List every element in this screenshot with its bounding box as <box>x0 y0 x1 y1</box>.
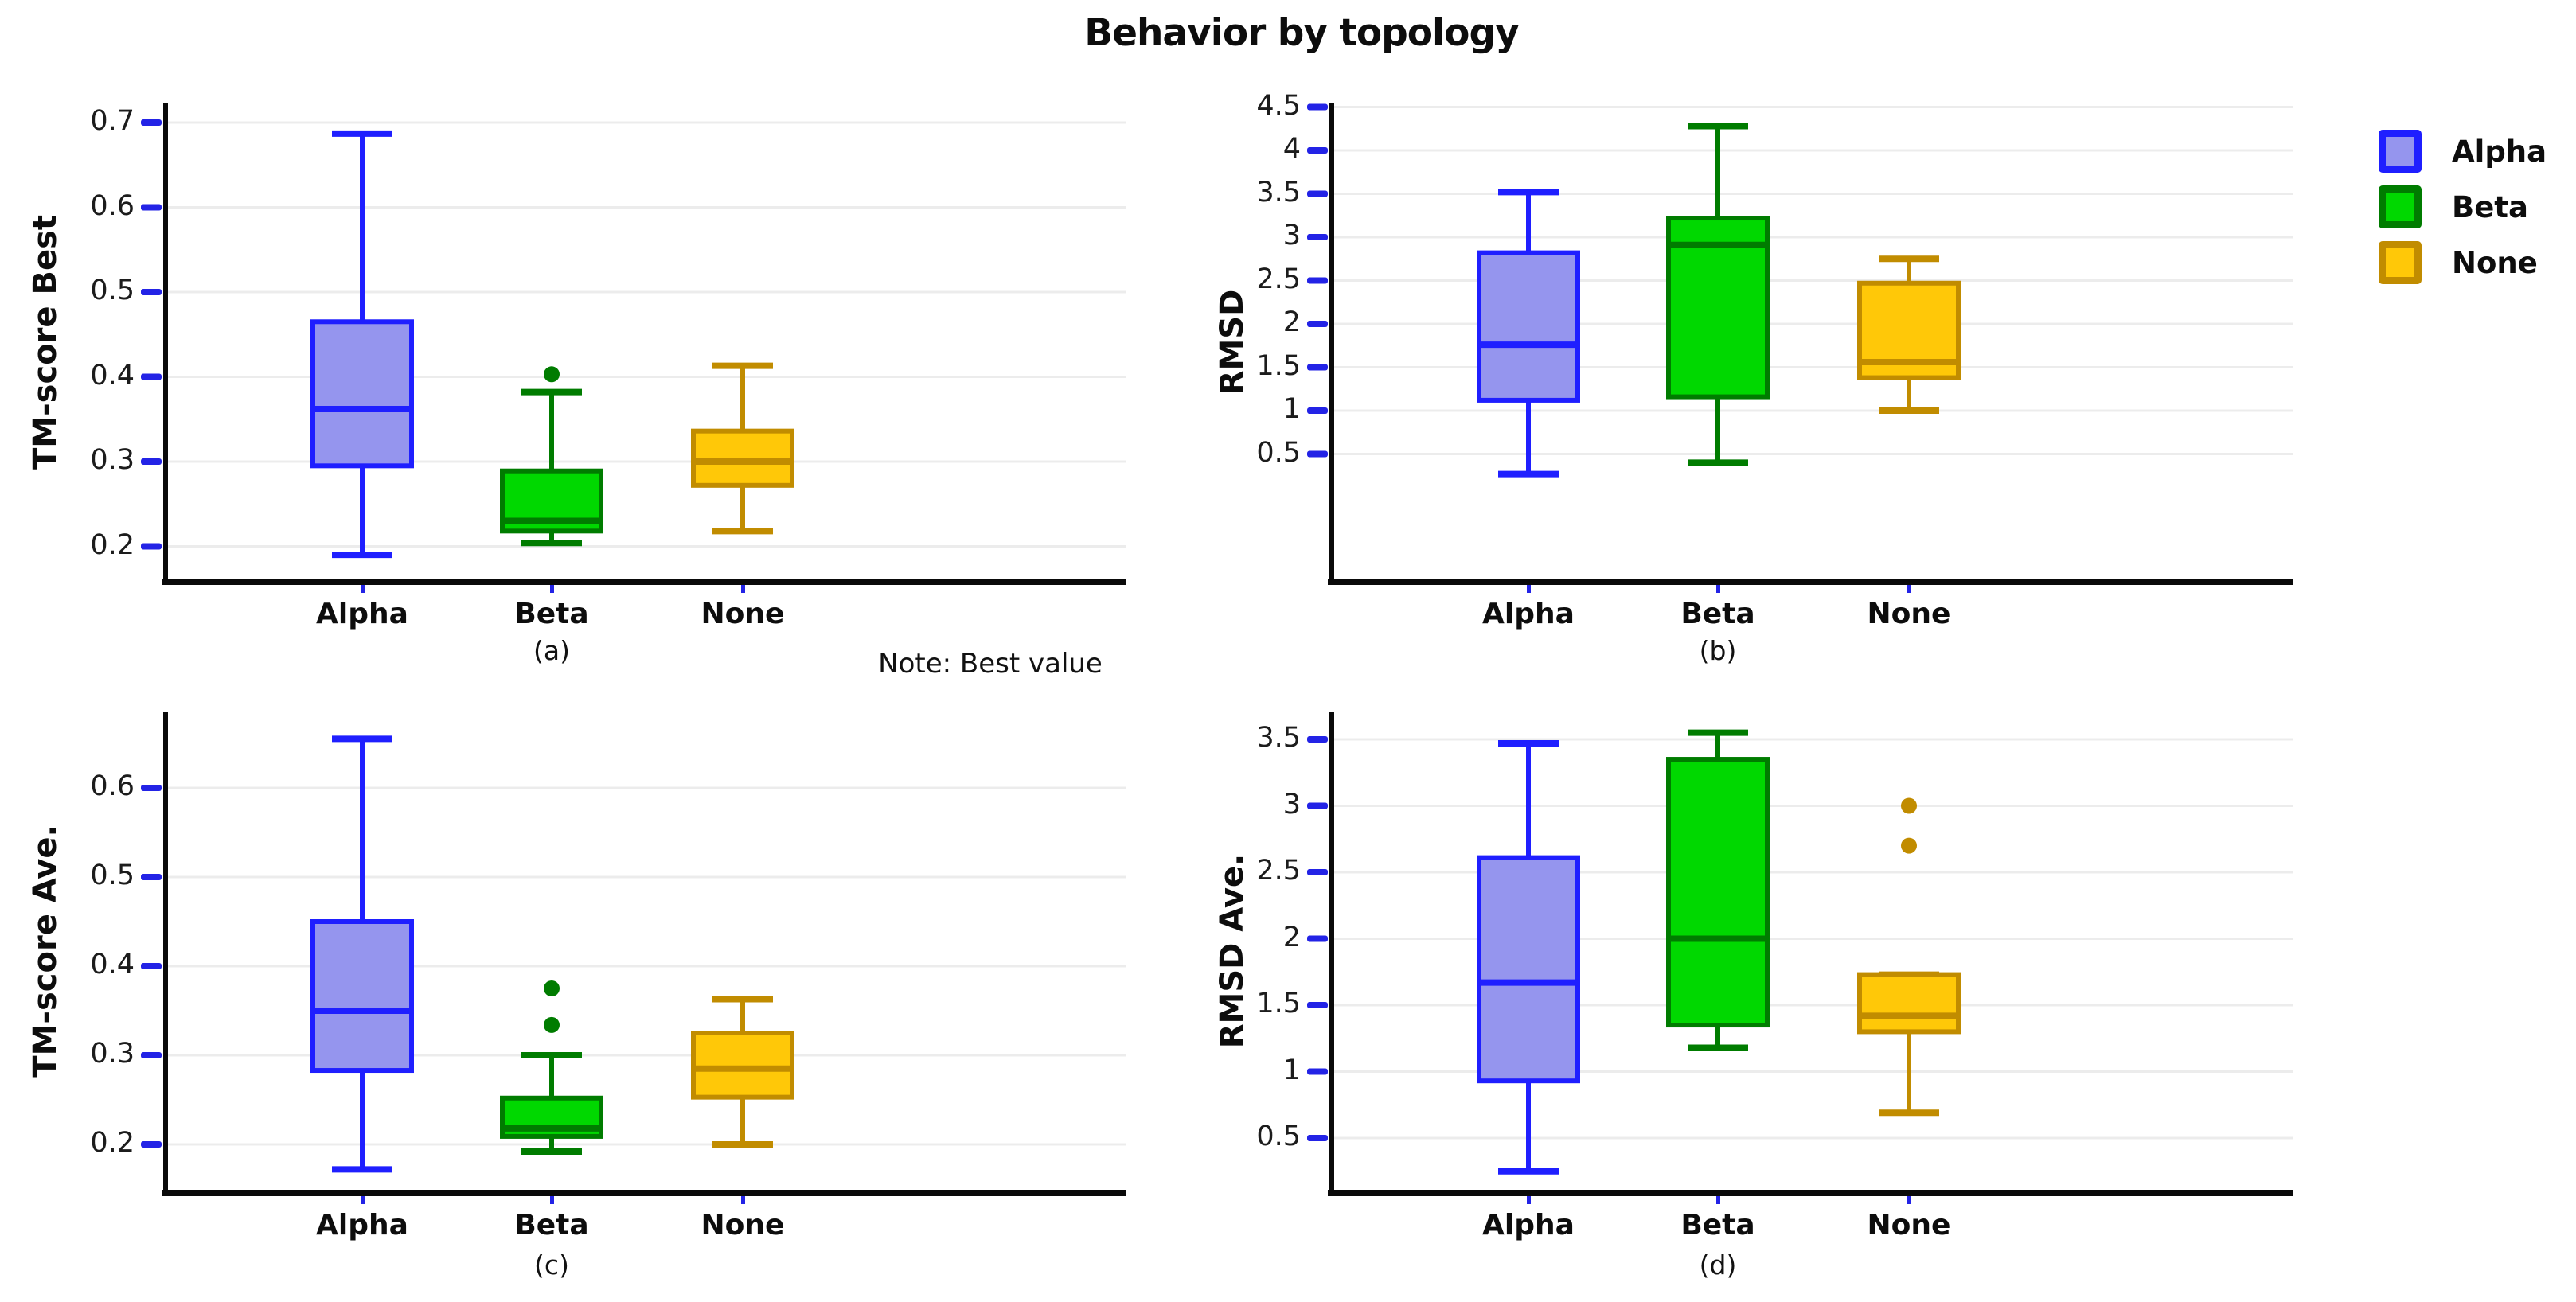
x-category-label: None <box>701 1209 785 1242</box>
x-category-label: Beta <box>1680 1209 1755 1242</box>
panel-c-plot <box>141 712 1126 1204</box>
y-tick-label: 0.5 <box>90 860 135 891</box>
y-tick-label: 1.5 <box>1256 349 1301 382</box>
x-category-label: None <box>1867 598 1951 630</box>
y-tick-label: 0.3 <box>90 444 135 476</box>
y-tick-label: 0.4 <box>90 949 135 980</box>
y-tick-label: 0.3 <box>90 1038 135 1070</box>
legend-swatch-beta <box>2379 185 2422 228</box>
y-tick-label: 3.5 <box>1256 722 1301 754</box>
x-category-label: Alpha <box>316 1209 408 1242</box>
y-tick-label: 0.5 <box>90 275 135 306</box>
y-tick-label: 1.5 <box>1256 988 1301 1019</box>
y-tick-label: 0.4 <box>90 359 135 392</box>
panel-b-sublabel: (b) <box>1699 635 1737 666</box>
panel-b-plot <box>1307 103 2293 593</box>
note-text: Note: Best value <box>878 648 1103 680</box>
y-tick-label: 3.5 <box>1256 176 1301 209</box>
legend-swatch-alpha <box>2379 130 2422 173</box>
y-tick-label: 0.6 <box>90 770 135 802</box>
y-tick-label: 3 <box>1282 788 1301 821</box>
panel-d-plot <box>1307 712 2293 1204</box>
y-tick-label: 0.2 <box>90 528 135 561</box>
x-category-label: Beta <box>514 598 589 630</box>
panel-a-plot <box>141 103 1126 593</box>
y-tick-label: 1 <box>1282 1054 1301 1086</box>
y-tick-label: 0.5 <box>1256 436 1301 469</box>
y-tick-label: 1 <box>1282 393 1301 425</box>
x-category-label: Alpha <box>1482 598 1575 630</box>
y-tick-label: 2.5 <box>1256 263 1301 295</box>
x-category-label: None <box>701 598 785 630</box>
legend-label-alpha: Alpha <box>2452 134 2547 169</box>
y-tick-label: 0.5 <box>1256 1121 1301 1152</box>
y-tick-label: 2 <box>1282 921 1301 953</box>
legend-label-beta: Beta <box>2452 190 2528 224</box>
y-tick-label: 2.5 <box>1256 855 1301 887</box>
legend-swatch-none <box>2379 241 2422 284</box>
y-tick-label: 0.6 <box>90 189 135 222</box>
panel-d-sublabel: (d) <box>1699 1249 1737 1281</box>
y-tick-label: 3 <box>1282 220 1301 251</box>
y-tick-label: 0.7 <box>90 105 135 137</box>
x-category-label: None <box>1867 1209 1951 1242</box>
panel-c-sublabel: (c) <box>534 1249 569 1281</box>
figure-title: Behavior by topology <box>1084 11 1519 55</box>
x-category-label: Alpha <box>1482 1209 1575 1242</box>
legend-label-none: None <box>2452 246 2538 280</box>
panel-a-sublabel: (a) <box>533 635 570 666</box>
y-tick-label: 4.5 <box>1256 89 1301 122</box>
x-category-label: Beta <box>1680 598 1755 630</box>
y-tick-label: 2 <box>1282 306 1301 338</box>
y-tick-label: 4 <box>1282 133 1301 165</box>
x-category-label: Beta <box>514 1209 589 1242</box>
y-tick-label: 0.2 <box>90 1127 135 1159</box>
x-category-label: Alpha <box>316 598 408 630</box>
